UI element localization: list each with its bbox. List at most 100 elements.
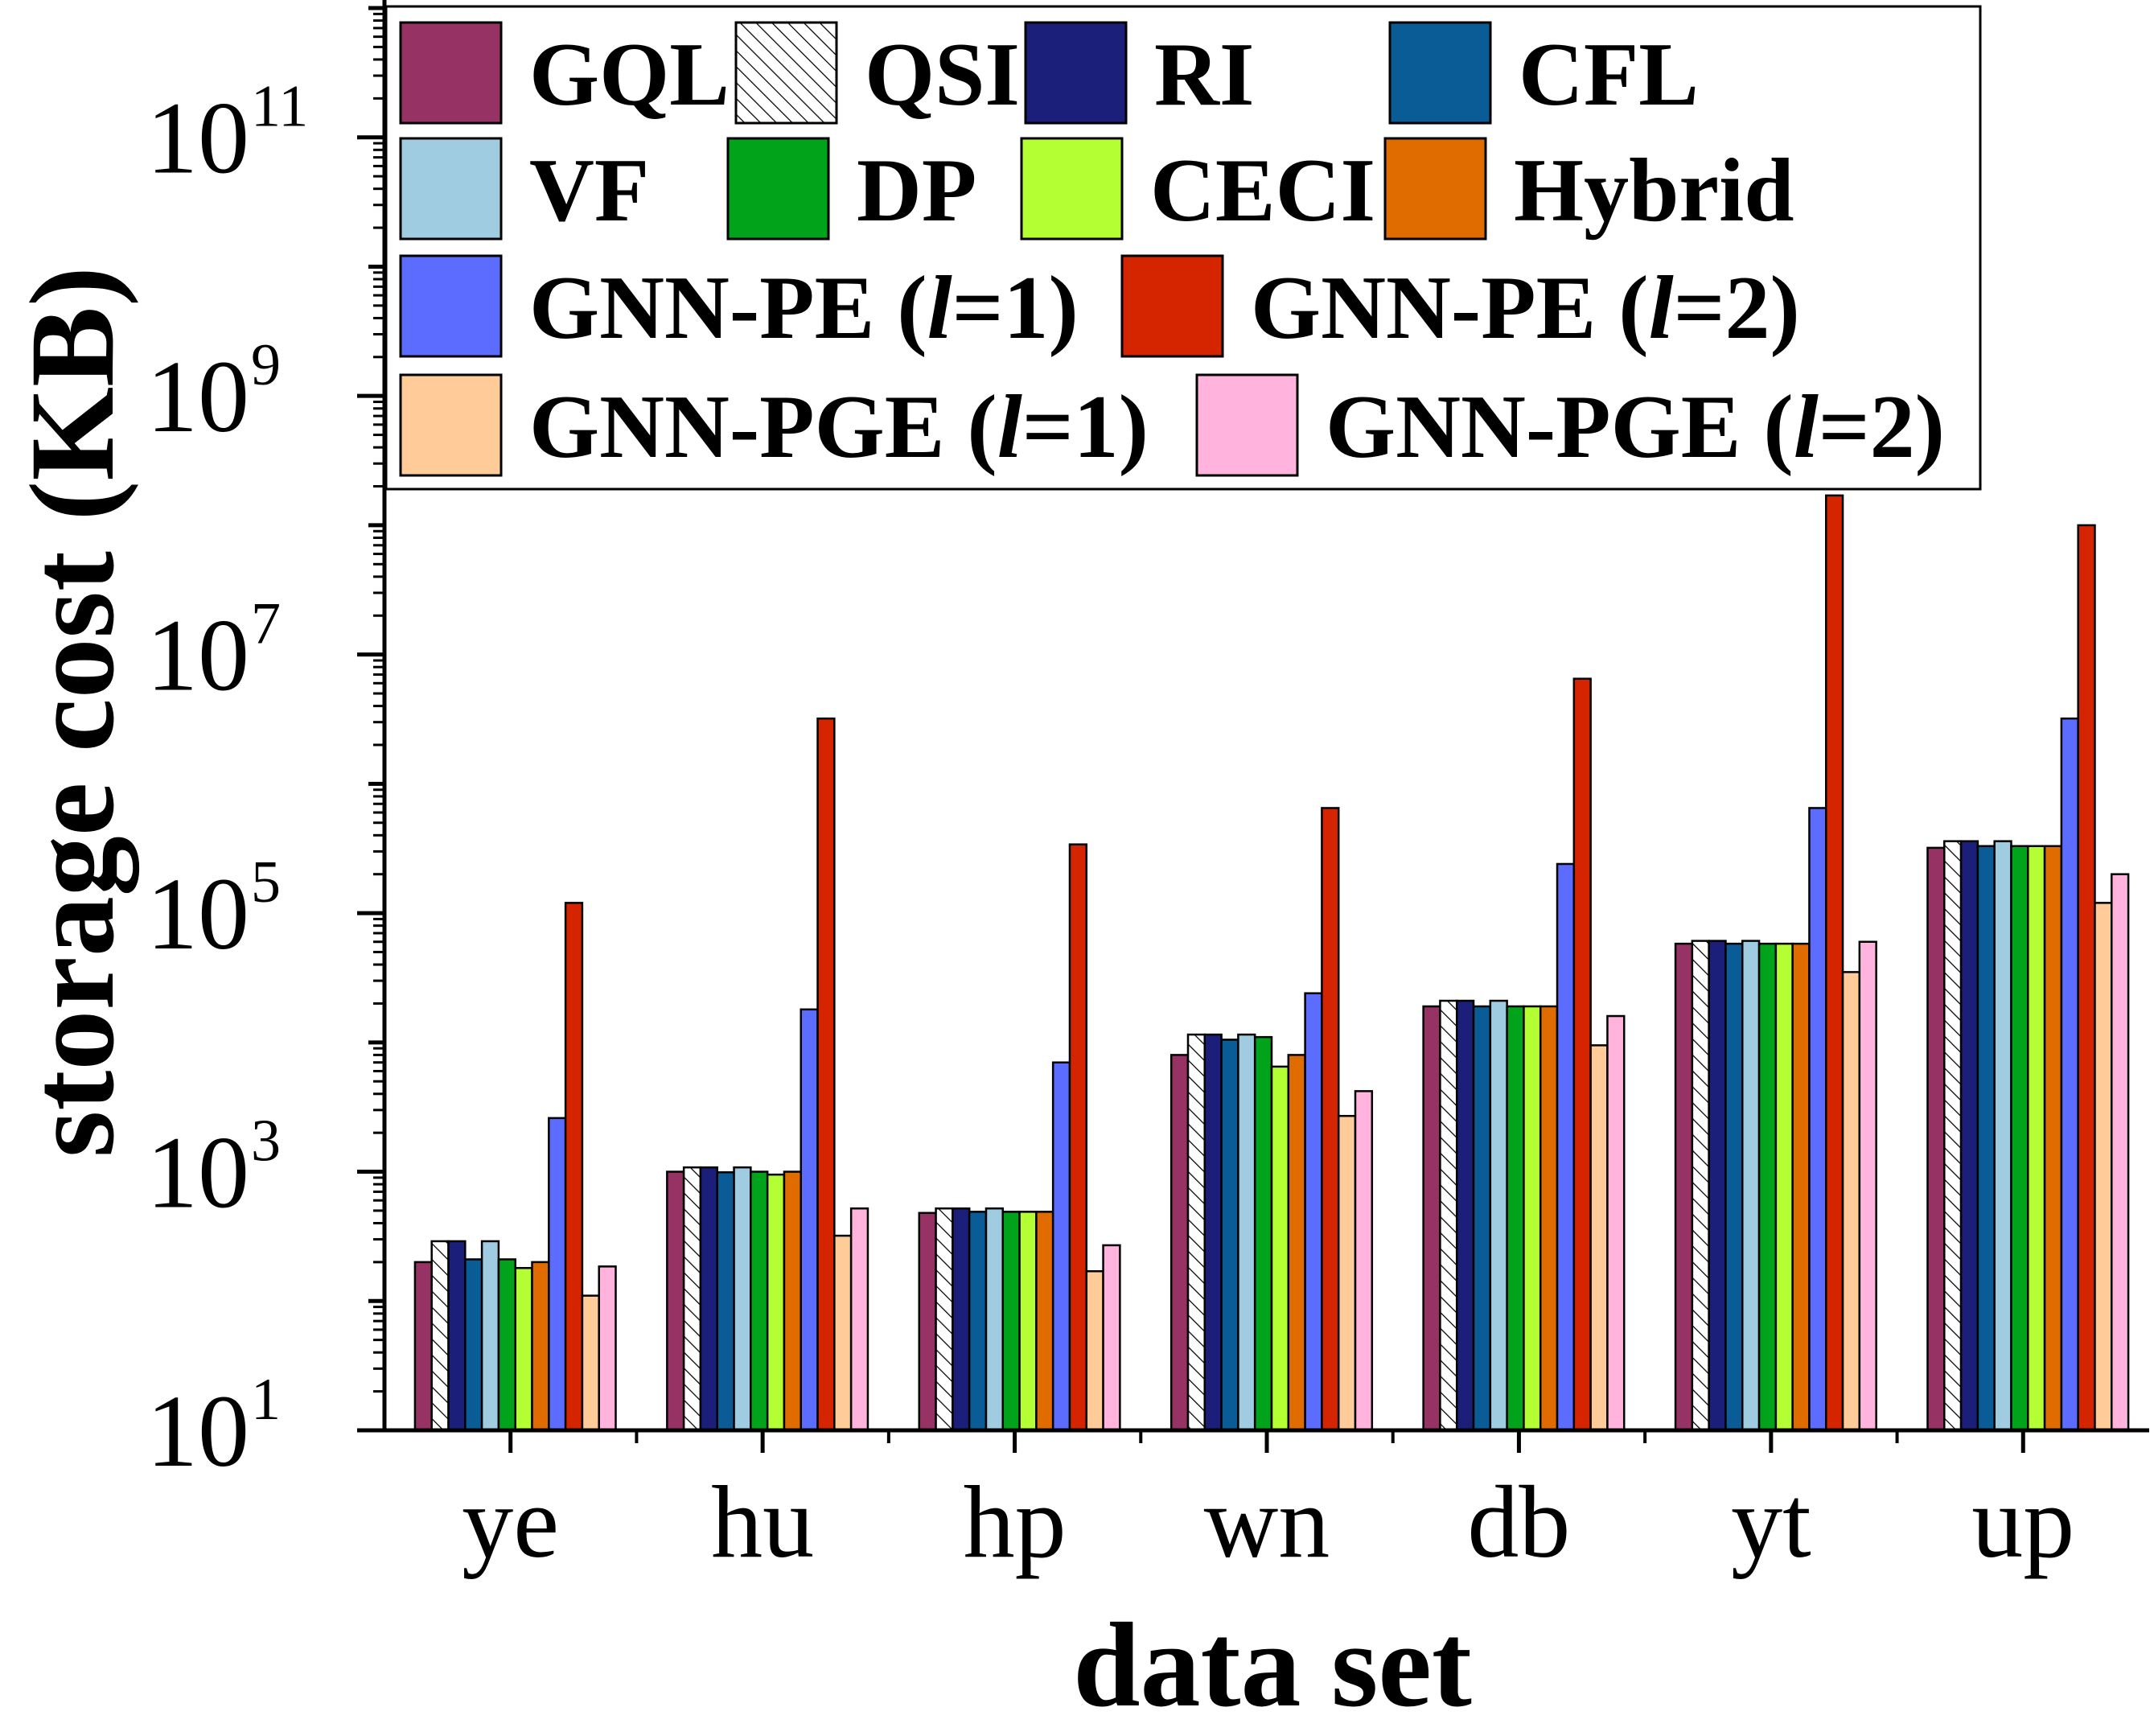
bar-ye-gql: [413, 1261, 433, 1432]
bar-yt-dp: [1757, 942, 1778, 1432]
legend-item: CFL: [1388, 21, 1699, 125]
bar-ye-ceci: [514, 1266, 533, 1432]
legend-swatch: [1020, 137, 1124, 241]
bar-hp-gql: [918, 1211, 937, 1432]
bar-ye-hybrid: [531, 1261, 550, 1432]
bar-wn-qsi: [1186, 1033, 1206, 1432]
bar-hp-dp: [1001, 1211, 1021, 1432]
legend-item: RI: [1024, 21, 1254, 125]
bar-db-gql: [1422, 1005, 1441, 1432]
y-tick-exponent: 1: [251, 1367, 281, 1433]
bar-up-gnn-pge-l-2: [2111, 873, 2130, 1432]
bar-yt-hybrid: [1791, 942, 1811, 1432]
bar-db-gnn-pe-l-2: [1572, 677, 1592, 1432]
legend-item: Hybrid: [1383, 137, 1794, 241]
y-tick-base: 10: [146, 339, 249, 454]
bar-yt-gql: [1674, 942, 1694, 1432]
legend-label: CFL: [1519, 25, 1699, 125]
bar-hu-dp: [750, 1170, 769, 1432]
legend-item: GNN-PGE (l=1): [399, 373, 1149, 477]
legend-label: VF: [529, 141, 649, 241]
legend-swatch: [399, 254, 503, 358]
bar-hu-gnn-pge-l-1: [833, 1234, 853, 1432]
legend-item: QSI: [734, 21, 1020, 125]
bar-db-cfl: [1472, 1005, 1492, 1432]
x-tick-label-wn: wn: [1204, 1465, 1330, 1579]
bar-wn-gql: [1169, 1054, 1190, 1432]
y-axis-title: storage cost (KB): [6, 266, 139, 1158]
y-tick-label: 10 9: [146, 332, 281, 454]
legend-swatch: [734, 21, 838, 125]
legend-label: Hybrid: [1514, 141, 1794, 241]
y-tick-label: 10 11: [146, 74, 308, 195]
bar-db-gnn-pge-l-2: [1606, 1014, 1626, 1432]
bar-yt-gnn-pge-l-1: [1841, 971, 1861, 1432]
legend-label: DP: [857, 141, 976, 241]
bar-wn-gnn-pe-l-1: [1304, 992, 1323, 1432]
bar-yt-cfl: [1724, 942, 1744, 1432]
bar-yt-gnn-pe-l-1: [1808, 807, 1827, 1432]
x-tick-label-hp: hp: [964, 1465, 1067, 1579]
bar-db-ceci: [1523, 1005, 1542, 1432]
bar-up-gql: [1926, 846, 1946, 1432]
y-tick-base: 10: [146, 857, 249, 971]
bar-hp-ri: [952, 1207, 971, 1432]
bar-up-ri: [1959, 840, 1979, 1432]
legend-label: GQL: [529, 25, 730, 125]
y-tick-exponent: 3: [251, 1109, 281, 1174]
bar-up-gnn-pe-l-1: [2060, 717, 2079, 1432]
legend-label: GNN-PE (l=1): [529, 258, 1079, 358]
legend-item: CECI: [1020, 137, 1375, 241]
bar-hp-ceci: [1018, 1211, 1038, 1432]
bar-yt-qsi: [1691, 940, 1710, 1432]
bar-yt-vf: [1741, 940, 1761, 1432]
x-tick-label-up: up: [1971, 1465, 2074, 1579]
bar-wn-cfl: [1220, 1039, 1239, 1432]
x-tick-label-hu: hu: [711, 1465, 814, 1579]
bar-ye-gnn-pe-l-1: [548, 1117, 567, 1432]
legend-label: GNN-PE (l=2): [1251, 258, 1800, 358]
bar-db-qsi: [1439, 999, 1458, 1432]
bar-hu-qsi: [682, 1166, 702, 1432]
bar-up-gnn-pge-l-1: [2094, 902, 2113, 1432]
x-tick-label-db: db: [1467, 1465, 1570, 1579]
y-tick-label: 10 3: [146, 1109, 281, 1230]
legend-item: VF: [399, 137, 649, 241]
legend-swatch: [399, 137, 503, 241]
bar-hp-qsi: [935, 1207, 954, 1432]
bar-up-vf: [1993, 840, 2012, 1432]
bar-ye-dp: [497, 1258, 516, 1432]
bar-hu-gnn-pe-l-2: [816, 717, 836, 1432]
y-tick-base: 10: [146, 599, 249, 713]
bar-up-ceci: [2027, 845, 2046, 1432]
bar-hu-gql: [666, 1170, 685, 1432]
y-tick-label: 10 7: [146, 591, 281, 713]
legend-swatch: [1388, 21, 1492, 125]
bar-hp-cfl: [968, 1211, 988, 1432]
y-tick-exponent: 9: [251, 332, 281, 398]
bar-ye-gnn-pge-l-2: [598, 1265, 617, 1432]
bar-ye-ri: [447, 1240, 467, 1432]
legend-box: [384, 5, 1982, 491]
legend-label: GNN-PGE (l=1): [529, 377, 1149, 477]
bar-wn-gnn-pge-l-1: [1337, 1114, 1357, 1432]
legend-swatch: [1024, 21, 1128, 125]
legend-swatch: [1120, 254, 1224, 358]
y-tick-base: 10: [146, 81, 249, 195]
bar-hp-gnn-pe-l-1: [1051, 1061, 1071, 1432]
bar-wn-gnn-pge-l-2: [1354, 1090, 1374, 1432]
bar-hu-cfl: [716, 1170, 735, 1432]
bar-wn-ri: [1203, 1033, 1223, 1432]
legend-item: DP: [726, 137, 976, 241]
bar-hu-vf: [733, 1166, 752, 1432]
bar-db-ri: [1455, 999, 1475, 1432]
bar-ye-cfl: [464, 1258, 483, 1432]
bar-hu-ceci: [766, 1173, 786, 1432]
bar-hp-gnn-pe-l-2: [1068, 843, 1088, 1432]
legend-item: GNN-PE (l=1): [399, 254, 1079, 358]
y-tick-exponent: 5: [251, 849, 281, 915]
legend-swatch: [1383, 137, 1487, 241]
bar-yt-gnn-pge-l-2: [1858, 940, 1877, 1432]
y-tick-exponent: 7: [251, 591, 281, 657]
